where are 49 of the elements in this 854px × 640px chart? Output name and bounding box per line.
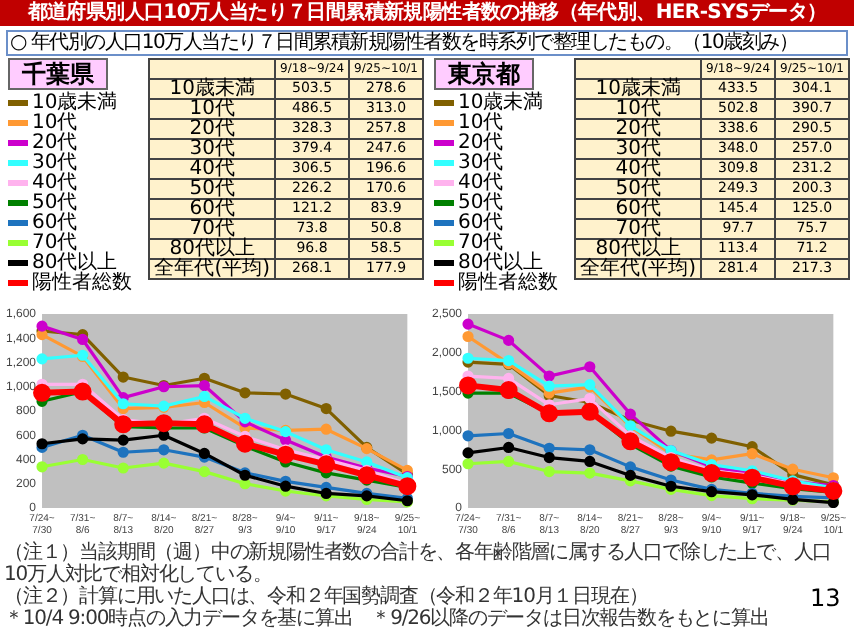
legend-label: 40代 [32, 172, 78, 194]
text: 都道府県別人口10万人当たり７日間累積新規陽性者数の推移 [27, 2, 559, 24]
legend-label: 10代 [458, 112, 504, 134]
legend-label: 80代以上 [458, 252, 544, 274]
legend-label: 10代 [32, 112, 78, 134]
y-tick-label: 10歳未満 [149, 78, 276, 100]
legend-label: 60代 [32, 212, 78, 234]
y-tick-label: 50代 [149, 178, 276, 200]
y-tick-label: 20代 [149, 118, 276, 140]
y-tick-label: 全年代(平均) [149, 258, 276, 280]
text: 13 [810, 584, 841, 612]
y-tick-label: 20代 [575, 118, 702, 140]
y-tick-label: 60代 [575, 198, 702, 220]
text: （注１）当該期間（週）中の新規陽性者数の合計を、各年齢階層に属する人口で除した上で、人口10万人対比で相対化している。 [4, 542, 834, 586]
text: （注２）計算に用いた人口は、令和２年国勢調査（令和２年10月１日現在） [4, 586, 648, 608]
legend-label: 60代 [458, 212, 504, 234]
legend-label: 40代 [458, 172, 504, 194]
y-tick-label: 60代 [149, 198, 276, 220]
legend-label: 70代 [32, 232, 78, 254]
text: ＊10/4 9:00時点の入力データを基に算出 ＊9/26以降のデータは日次報告数をもとに算出 [4, 608, 769, 630]
y-tick-label: 30代 [149, 138, 276, 160]
legend-label: 30代 [458, 152, 504, 174]
legend-label: 80代以上 [32, 252, 118, 274]
text: ○ 年代別の人口10万人当たり７日間累積新規陽性者数を時系列で整理したもの。（10歳刻み） [6, 30, 848, 56]
y-tick-label: 80代以上 [575, 238, 702, 260]
y-tick-label: 10歳未満 [575, 78, 702, 100]
y-tick-label: 40代 [575, 158, 702, 180]
legend-label: 30代 [32, 152, 78, 174]
legend-label: 陽性者総数 [32, 272, 132, 294]
y-tick-label: 全年代(平均) [575, 258, 702, 280]
legend-label: 70代 [458, 232, 504, 254]
y-tick-label: 70代 [575, 218, 702, 240]
y-tick-label: 70代 [149, 218, 276, 240]
legend-label: 陽性者総数 [458, 272, 558, 294]
legend-label: 20代 [458, 132, 504, 154]
legend-label: 20代 [32, 132, 78, 154]
legend-label: 50代 [32, 192, 78, 214]
y-tick-label: 50代 [575, 178, 702, 200]
legend-label: 10歳未満 [32, 92, 118, 114]
chart-title: 千葉県 [8, 58, 108, 90]
y-tick-label: 10代 [575, 98, 702, 120]
legend-label: 10歳未満 [458, 92, 544, 114]
legend-label: 50代 [458, 192, 504, 214]
text: （年代別、HER-SYSデータ） [558, 2, 827, 24]
y-tick-label: 30代 [575, 138, 702, 160]
y-tick-label: 10代 [149, 98, 276, 120]
y-tick-label: 80代以上 [149, 238, 276, 260]
chart-title: 東京都 [434, 58, 534, 90]
y-tick-label: 40代 [149, 158, 276, 180]
